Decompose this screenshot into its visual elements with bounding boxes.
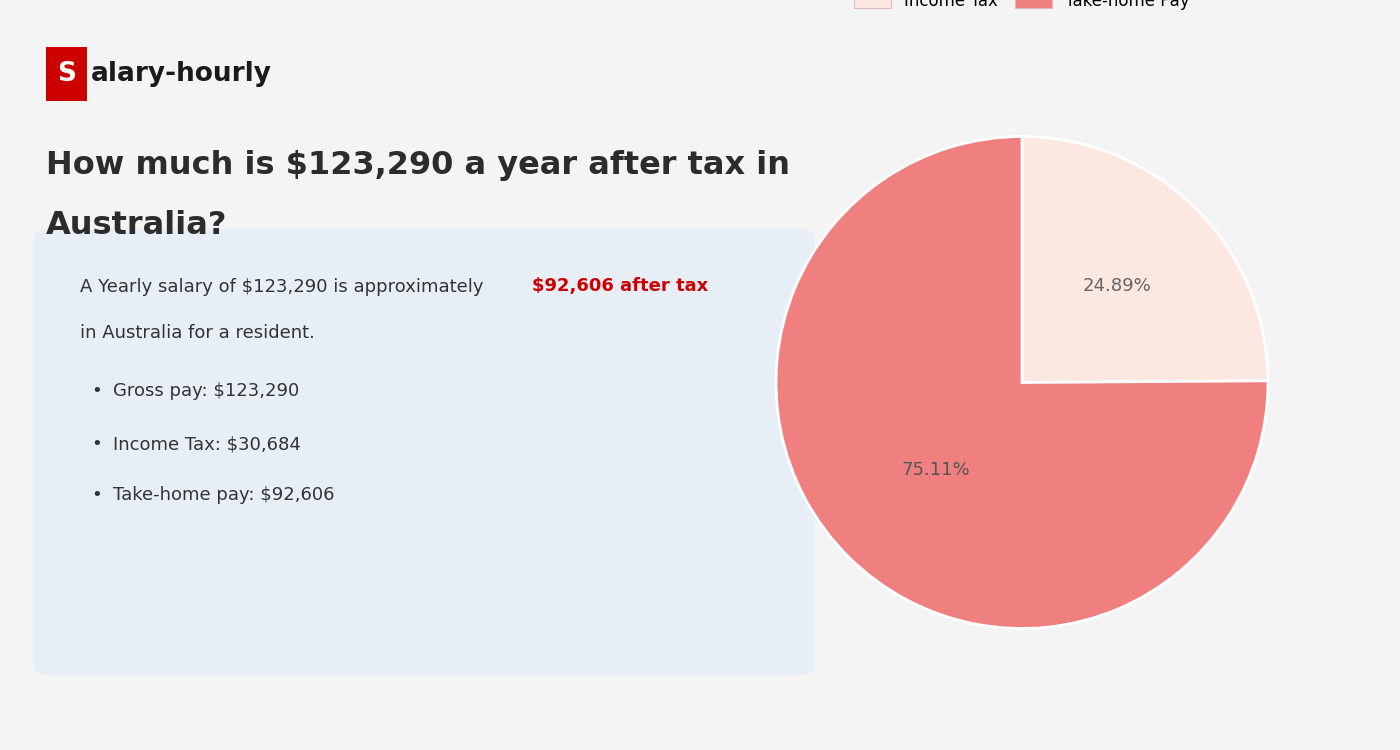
Text: 75.11%: 75.11% — [902, 460, 970, 478]
Text: Take-home pay: $92,606: Take-home pay: $92,606 — [113, 486, 335, 504]
Text: S: S — [57, 62, 76, 87]
Wedge shape — [776, 136, 1268, 628]
Text: in Australia for a resident.: in Australia for a resident. — [80, 324, 315, 342]
Text: Gross pay: $123,290: Gross pay: $123,290 — [113, 382, 300, 400]
Text: •: • — [91, 486, 102, 504]
FancyBboxPatch shape — [34, 229, 815, 675]
Text: A Yearly salary of $123,290 is approximately: A Yearly salary of $123,290 is approxima… — [80, 278, 489, 296]
Text: 24.89%: 24.89% — [1084, 278, 1152, 296]
Wedge shape — [1022, 136, 1268, 382]
Legend: Income Tax, Take-home Pay: Income Tax, Take-home Pay — [848, 0, 1196, 16]
Text: How much is $123,290 a year after tax in: How much is $123,290 a year after tax in — [46, 150, 790, 181]
Text: alary-hourly: alary-hourly — [91, 62, 272, 87]
Text: $92,606 after tax: $92,606 after tax — [532, 278, 708, 296]
FancyBboxPatch shape — [46, 47, 87, 101]
Text: Income Tax: $30,684: Income Tax: $30,684 — [113, 435, 301, 453]
Text: •: • — [91, 435, 102, 453]
Text: Australia?: Australia? — [46, 210, 228, 241]
Text: •: • — [91, 382, 102, 400]
